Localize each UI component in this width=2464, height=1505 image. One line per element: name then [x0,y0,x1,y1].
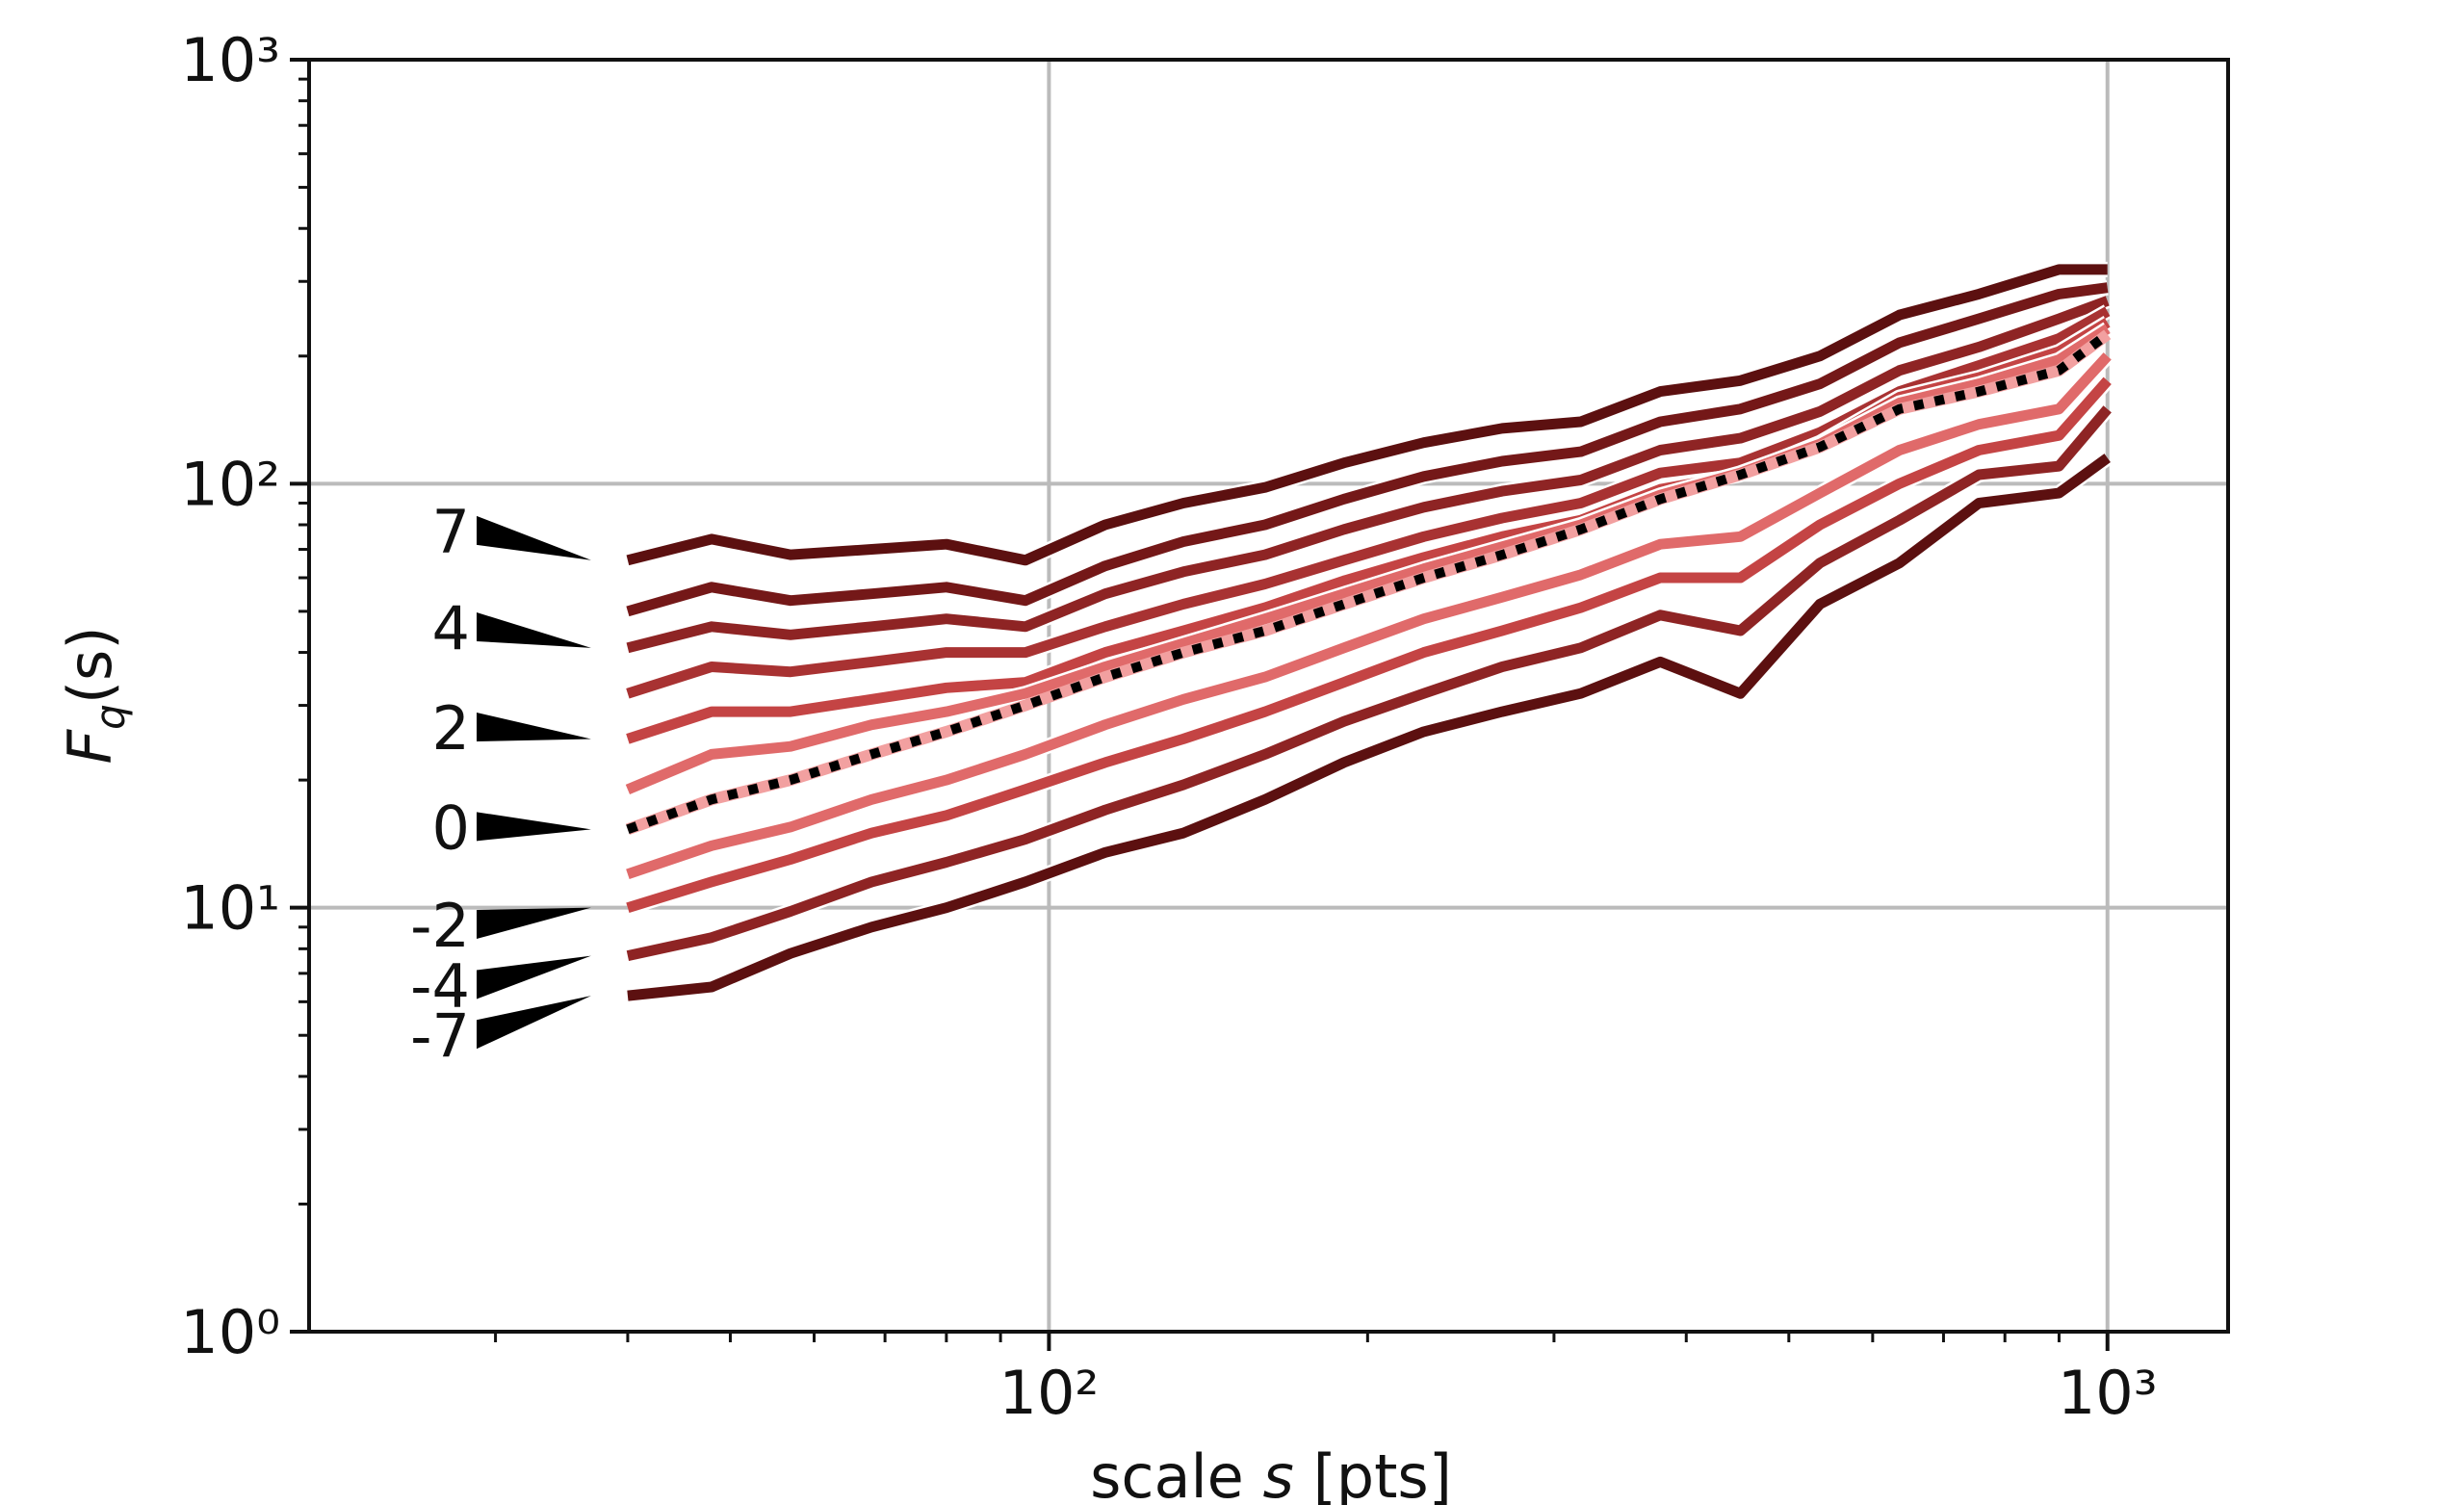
series-line [627,454,2111,1001]
lines [624,261,2114,1004]
y-tick-label: 10² [180,449,280,519]
annotation-label: 0 [432,792,470,863]
y-tick-label: 10¹ [180,873,280,944]
annotation-label: -7 [410,1000,470,1071]
annotation-arrow [477,955,591,999]
annotation-arrow [477,515,591,560]
y-label-part: (s) [55,626,125,704]
series-line [626,282,2109,617]
annotation-label: 4 [432,593,470,663]
y-axis-label: Fq(s) [55,626,134,764]
x-label-part: s [1263,1441,1294,1505]
annotation-arrow [477,812,591,842]
annotation-label: -2 [410,891,470,961]
annotation-arrow [477,907,591,939]
axes: 10² 10³ 10⁰ 10¹ 10² 10³ 7 4 2 0 -2-4-7 [180,25,2157,1428]
series-line [626,376,2112,913]
x-label-part: scale [1090,1441,1262,1505]
y-tick-label: 10⁰ [180,1297,280,1367]
annotation-label: -4 [410,950,470,1021]
x-axis-label: scale s [pts] [1090,1441,1452,1505]
series-line-outline [625,350,2114,882]
series-line [626,296,2110,654]
y-label-part: F [55,729,125,765]
grid [309,58,2228,1334]
x-label-part: [pts] [1294,1441,1452,1505]
series-line [626,352,2112,880]
annotation-arrow [477,996,591,1050]
annotation-label: 2 [432,693,470,764]
x-tick-label: 10² [999,1358,1100,1428]
series-line [626,330,2111,835]
x-tick-label: 10³ [2058,1358,2158,1428]
annotation-label: 7 [432,497,470,567]
annotation-arrow [477,611,591,648]
series-line [626,405,2112,961]
annotation-arrow [477,713,591,742]
y-tick-label: 10³ [180,25,280,95]
y-label-part: q [87,704,134,730]
plot-frame [307,58,2230,1334]
series-line [626,264,2108,566]
